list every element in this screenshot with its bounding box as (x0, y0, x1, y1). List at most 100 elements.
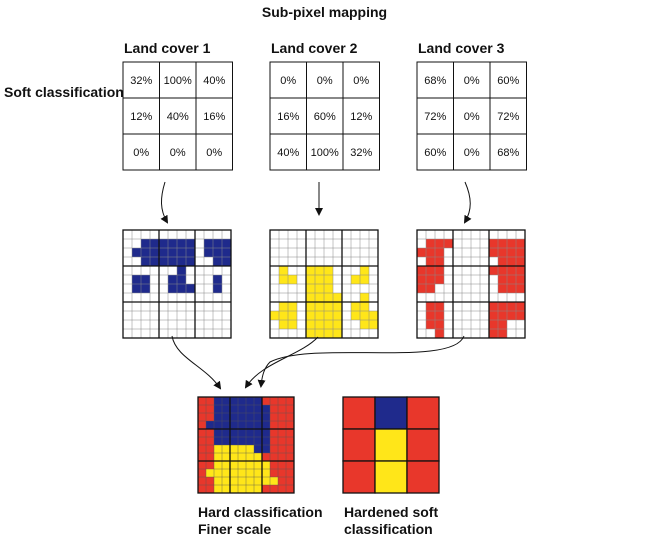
subpixel-cell (444, 239, 453, 248)
hard-cell (286, 413, 294, 421)
subpixel-cell (324, 329, 333, 338)
hard-cell (238, 429, 246, 437)
hard-cell (262, 453, 270, 461)
soft-table-cell-value: 72% (497, 111, 519, 123)
soft-table-border (122, 61, 233, 171)
subpixel-cell (507, 275, 516, 284)
hard-classification-grid (197, 396, 295, 494)
subpixel-cell (435, 257, 444, 266)
soft-table-cell-value: 100% (311, 147, 339, 159)
subpixel-cell (279, 266, 288, 275)
soft-table-cell-value: 16% (203, 111, 225, 123)
hard-cell (214, 421, 222, 429)
subpixel-cell (498, 275, 507, 284)
hard-cell (262, 445, 270, 453)
subpixel-cell (360, 311, 369, 320)
subpixel-cell (507, 239, 516, 248)
hard-cell (230, 461, 238, 469)
hardened-cell-red (342, 396, 376, 430)
hard-cell (286, 445, 294, 453)
hard-cell (198, 421, 206, 429)
subpixel-cell (426, 239, 435, 248)
hard-cell (222, 421, 230, 429)
hard-cell (246, 453, 254, 461)
hard-cell (206, 429, 214, 437)
hard-cell (254, 429, 262, 437)
hard-cell (206, 405, 214, 413)
hard-cell (254, 477, 262, 485)
hard-cell (238, 405, 246, 413)
hard-cell (238, 437, 246, 445)
subpixel-cell (516, 275, 525, 284)
hard-cell (230, 397, 238, 405)
hard-cell (254, 405, 262, 413)
hard-cell (230, 445, 238, 453)
subpixel-cell (498, 320, 507, 329)
subpixel-cell (141, 275, 150, 284)
hard-cell (222, 477, 230, 485)
subpixel-cell (141, 248, 150, 257)
subpixel-cell (426, 311, 435, 320)
hard-cell (222, 397, 230, 405)
subpixel-cell (324, 275, 333, 284)
soft-table-cell-value: 0% (206, 147, 222, 159)
hard-cell (246, 413, 254, 421)
hard-cell (214, 469, 222, 477)
subpixel-cell (489, 311, 498, 320)
subpixel-cell (168, 257, 177, 266)
hard-cell (254, 397, 262, 405)
subpixel-cell (177, 275, 186, 284)
hard-cell (198, 413, 206, 421)
subpixel-cell (204, 248, 213, 257)
hard-cell (206, 469, 214, 477)
subpixel-cell (435, 239, 444, 248)
hard-cell (214, 485, 222, 493)
subpixel-cell (168, 275, 177, 284)
hard-cell (254, 413, 262, 421)
subpixel-cell (333, 311, 342, 320)
soft-classification-tables: 32% 100% 40% 12% 40% 16% 0% 0% 0% 0% 0% 0% 16% 60% 12%… (122, 61, 527, 171)
hard-cell (270, 405, 278, 413)
hard-cell (254, 469, 262, 477)
hard-cell (230, 421, 238, 429)
subpixel-cell (177, 257, 186, 266)
hard-cell (278, 413, 286, 421)
subpixel-cell (315, 284, 324, 293)
subpixel-grids (122, 229, 526, 339)
hard-cell (230, 413, 238, 421)
hard-cell (214, 437, 222, 445)
subpixel-cell (426, 248, 435, 257)
hard-cell (238, 445, 246, 453)
hard-cell (246, 437, 254, 445)
subpixel-cell (150, 248, 159, 257)
subpixel-cell (435, 248, 444, 257)
subpixel-cell (324, 266, 333, 275)
hard-cell (246, 445, 254, 453)
soft-table-cell-value: 68% (424, 75, 446, 87)
hard-cell (270, 413, 278, 421)
hard-cell (206, 485, 214, 493)
subpixel-cell (516, 257, 525, 266)
soft-table-cell-value: 0% (353, 75, 369, 87)
soft-table-cell-value: 32% (350, 147, 372, 159)
hard-cell (206, 477, 214, 485)
hard-cell (254, 445, 262, 453)
hard-cell (262, 421, 270, 429)
subpixel-cell (333, 302, 342, 311)
hard-cell (214, 453, 222, 461)
subpixel-cell (369, 320, 378, 329)
hard-cell (230, 437, 238, 445)
hard-cell (286, 429, 294, 437)
soft-table-cell-value: 32% (130, 75, 152, 87)
subpixel-cell (516, 248, 525, 257)
subpixel-cell (435, 302, 444, 311)
subpixel-cell (150, 239, 159, 248)
hard-cell (262, 429, 270, 437)
subpixel-cell (324, 284, 333, 293)
subpixel-cell (141, 284, 150, 293)
soft-table-cell-value: 0% (170, 147, 186, 159)
hard-cell (198, 429, 206, 437)
subpixel-cell (279, 311, 288, 320)
subpixel-cell (369, 311, 378, 320)
hard-cell (198, 405, 206, 413)
